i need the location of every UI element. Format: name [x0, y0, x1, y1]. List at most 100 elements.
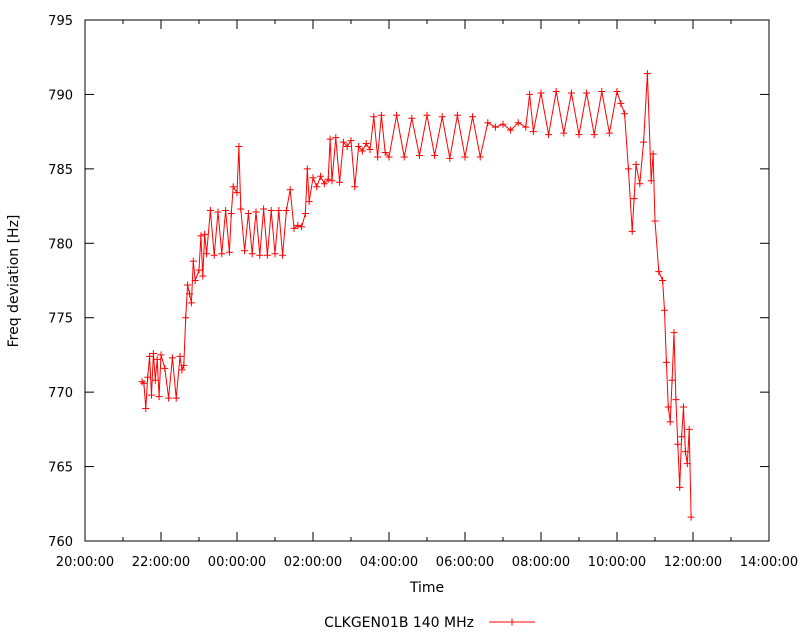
y-axis-label: Freq deviation [Hz]	[6, 215, 22, 348]
y-tick-label: 780	[48, 237, 73, 252]
data-point	[271, 250, 279, 258]
x-tick-label: 14:00:00	[740, 555, 798, 570]
data-point	[203, 250, 211, 258]
data-point	[649, 150, 657, 158]
data-point	[461, 153, 469, 161]
y-tick-label: 785	[48, 163, 73, 178]
data-point	[303, 165, 311, 173]
data-point	[336, 178, 344, 186]
data-point	[575, 131, 583, 139]
data-point	[282, 207, 290, 215]
data-point	[146, 352, 154, 360]
data-point	[313, 183, 321, 191]
data-point	[624, 165, 632, 173]
data-point	[195, 266, 203, 274]
data-point	[197, 232, 205, 240]
data-point	[286, 186, 294, 194]
data-point	[628, 227, 636, 235]
data-point	[678, 433, 686, 441]
data-point	[374, 153, 382, 161]
legend-label: CLKGEN01B 140 MHz	[324, 615, 474, 631]
data-point	[290, 224, 298, 232]
data-point	[229, 183, 237, 191]
data-point	[668, 376, 676, 384]
data-point	[438, 113, 446, 121]
data-point	[672, 396, 680, 404]
data-point	[683, 460, 691, 468]
data-point	[507, 126, 515, 134]
data-point	[275, 207, 283, 215]
legend: CLKGEN01B 140 MHz	[324, 615, 535, 631]
data-point	[161, 364, 169, 372]
axis-ticks	[84, 19, 770, 542]
data-point	[545, 131, 553, 139]
data-point	[583, 89, 591, 97]
data-point	[552, 87, 560, 95]
data-point	[670, 329, 678, 337]
data-point	[664, 403, 672, 411]
x-tick-label: 12:00:00	[664, 555, 722, 570]
data-point	[225, 248, 233, 256]
data-point	[279, 251, 287, 259]
data-point	[267, 207, 275, 215]
data-point	[317, 172, 325, 180]
data-point	[499, 120, 507, 128]
data-point	[294, 221, 302, 229]
data-point	[560, 129, 568, 137]
y-tick-labels: 760 765 770 775 780 785 790 795	[48, 14, 73, 550]
legend-swatch	[489, 618, 535, 626]
y-tick-label: 775	[48, 312, 73, 327]
data-point	[408, 114, 416, 122]
data-point	[178, 366, 186, 374]
data-point	[184, 281, 192, 289]
data-point	[529, 128, 537, 136]
data-point	[248, 250, 256, 258]
data-point	[301, 210, 309, 218]
data-point	[355, 143, 363, 151]
data-point	[263, 251, 271, 259]
data-point	[385, 153, 393, 161]
x-tick-label: 22:00:00	[132, 555, 190, 570]
data-point	[567, 89, 575, 97]
data-point	[423, 111, 431, 119]
data-point	[176, 352, 184, 360]
data-point	[590, 131, 598, 139]
data-point	[491, 123, 499, 131]
x-tick-label: 04:00:00	[360, 555, 418, 570]
data-point	[366, 146, 374, 154]
data-point	[343, 143, 351, 151]
data-point	[151, 376, 159, 384]
y-tick-label: 760	[48, 535, 73, 550]
data-point	[514, 119, 522, 127]
data-point	[370, 113, 378, 121]
data-point	[201, 230, 209, 238]
data-point	[237, 205, 245, 213]
data-point	[377, 111, 385, 119]
data-point	[332, 134, 340, 142]
data-point	[182, 314, 190, 322]
data-point	[189, 257, 197, 265]
data-point	[676, 483, 684, 491]
y-tick-label: 790	[48, 88, 73, 103]
data-point	[476, 153, 484, 161]
data-point	[206, 207, 214, 215]
data-point	[415, 151, 423, 159]
data-point	[687, 513, 695, 521]
legend-marker	[508, 618, 516, 626]
data-point	[241, 247, 249, 255]
data-point	[605, 129, 613, 137]
data-point	[632, 160, 640, 168]
data-point	[681, 448, 689, 456]
data-point	[309, 174, 317, 182]
data-point	[222, 207, 230, 215]
data-point	[362, 140, 370, 148]
data-point	[651, 217, 659, 225]
plot-frame	[84, 19, 770, 542]
data-point	[235, 143, 243, 151]
data-point	[661, 306, 668, 314]
data-point	[140, 379, 148, 387]
data-point	[617, 99, 625, 107]
data-point	[621, 110, 629, 118]
y-tick-label: 770	[48, 386, 73, 401]
data-point	[149, 349, 157, 357]
